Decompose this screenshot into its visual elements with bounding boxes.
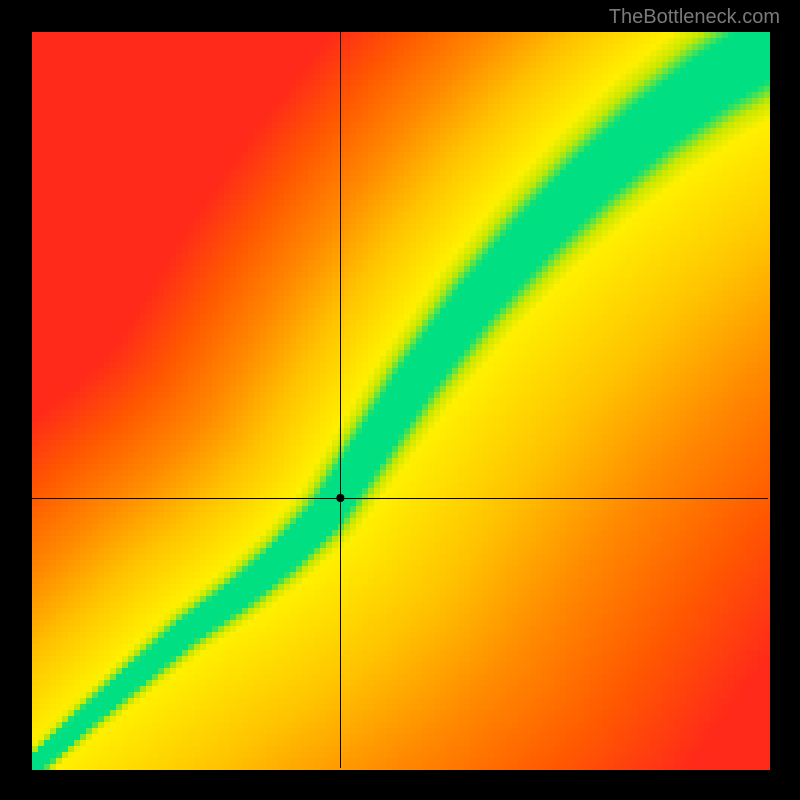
- bottleneck-heatmap: [0, 0, 800, 800]
- chart-container: TheBottleneck.com: [0, 0, 800, 800]
- watermark-text: TheBottleneck.com: [609, 6, 780, 29]
